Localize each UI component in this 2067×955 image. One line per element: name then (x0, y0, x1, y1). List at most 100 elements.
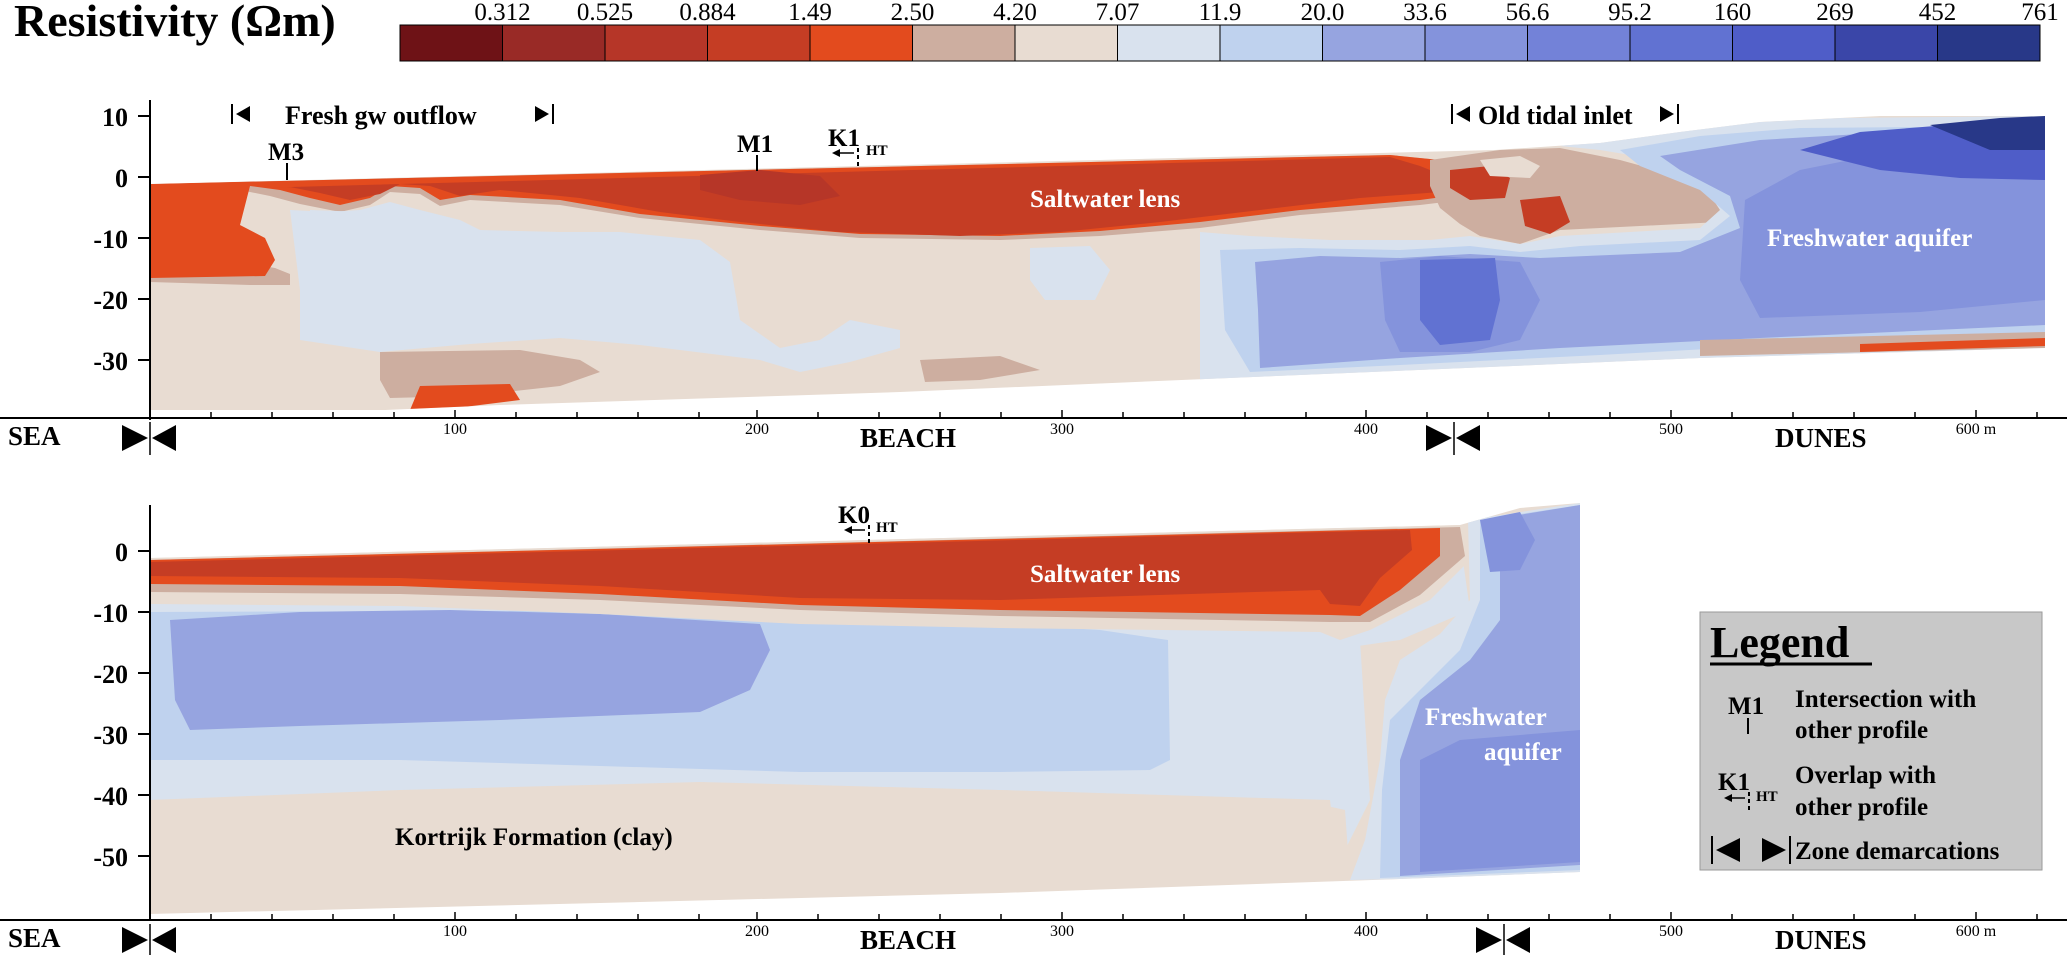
colorbar-swatch (1732, 24, 1836, 62)
bottom-ytick-m40: -40 (93, 782, 128, 811)
colorbar-tick-label: 0.884 (679, 0, 736, 26)
bottom-xtick-300: 300 (1050, 923, 1074, 940)
bottom-zone-beach: BEACH (860, 925, 956, 955)
bottom-xtick-200: 200 (745, 923, 769, 940)
legend-zone-text: Zone demarcations (1795, 838, 2000, 865)
top-xtick-500: 500 (1659, 421, 1683, 438)
colorbar-swatch (1322, 24, 1426, 62)
colorbar-tick-label: 452 (1919, 0, 1957, 26)
bottom-xtick-600: 600 m (1956, 923, 1997, 940)
bottom-profile-section (150, 503, 1580, 914)
colorbar-tick-label: 4.20 (993, 0, 1037, 26)
bottom-zone-demarcation-beach-dunes (1476, 924, 1530, 955)
bottom-zone-sea: SEA (8, 923, 61, 953)
legend-overlap-line2: other profile (1795, 794, 1928, 821)
colorbar-tick-label: 11.9 (1199, 0, 1242, 26)
marker-k1-label: K1 (828, 125, 860, 152)
bottom-saltwater-label: Saltwater lens (1030, 561, 1180, 588)
colorbar-swatch (1937, 24, 2041, 62)
colorbar-tick-label: 33.6 (1403, 0, 1447, 26)
colorbar-tick-label: 20.0 (1301, 0, 1345, 26)
top-annotation-fresh-outflow: Fresh gw outflow (231, 101, 554, 130)
bottom-freshwater-label-2: aquifer (1484, 739, 1562, 766)
colorbar-swatch (1219, 24, 1323, 62)
top-zone-dunes: DUNES (1775, 423, 1867, 453)
colorbar-tick-label: 7.07 (1096, 0, 1140, 26)
top-xtick-300: 300 (1050, 421, 1074, 438)
bottom-ytick-m20: -20 (93, 660, 128, 689)
top-saltwater-label: Saltwater lens (1030, 186, 1180, 213)
marker-k0: K0 HT (838, 502, 898, 545)
top-xtick-200: 200 (745, 421, 769, 438)
top-ytick-m10: -10 (93, 225, 128, 254)
top-zone-beach: BEACH (860, 423, 956, 453)
legend-zone-symbol (1711, 836, 1791, 864)
legend-overlap-symbol: K1 (1718, 769, 1750, 796)
colorbar-swatch (1424, 24, 1528, 62)
marker-k1: K1 HT (828, 125, 888, 168)
top-ytick-10: 10 (102, 103, 128, 132)
marker-m1: M1 (737, 131, 773, 171)
marker-m1-label: M1 (737, 131, 773, 158)
top-annotation-tidal-inlet: Old tidal inlet (1451, 101, 1679, 130)
bottom-y-axis: 0 -10 -20 -30 -40 -50 (93, 505, 151, 920)
top-zone-sea: SEA (8, 421, 61, 451)
legend-intersection-line2: other profile (1795, 717, 1928, 744)
top-xtick-400: 400 (1354, 421, 1378, 438)
colorbar-tick-label: 761 (2021, 0, 2059, 26)
colorbar-swatch (399, 24, 503, 62)
legend-intersection-symbol: M1 (1728, 693, 1764, 720)
legend-overlap-sub: HT (1756, 789, 1778, 805)
top-profile-section (150, 116, 2045, 410)
colorbar-swatch (1834, 24, 1938, 62)
top-xtick-600: 600 m (1956, 421, 1997, 438)
legend-box: Legend M1 Intersection with other profil… (1699, 611, 2043, 871)
colorbar-swatch (1629, 24, 1733, 62)
tidal-inlet-label: Old tidal inlet (1478, 101, 1633, 130)
colorbar-tick-label: 56.6 (1506, 0, 1550, 26)
bottom-zone-demarcation-sea-beach (122, 924, 176, 955)
top-x-axis: 100 200 300 400 500 600 m SEA BEACH DUNE… (0, 410, 2067, 455)
top-ytick-0: 0 (115, 164, 128, 193)
top-xtick-100: 100 (443, 421, 467, 438)
figure-title: Resistivity (Ωm) (14, 0, 336, 46)
legend-title: Legend (1710, 618, 1849, 667)
resistivity-colorbar: 0.312 0.525 0.884 1.49 2.50 4.20 7.07 11.9 20.0 3… (399, 0, 2059, 62)
bottom-ytick-m10: -10 (93, 599, 128, 628)
colorbar-swatch (809, 24, 913, 62)
top-zone-demarcation-beach-dunes (1426, 422, 1480, 455)
colorbar-tick-label: 2.50 (891, 0, 935, 26)
top-ytick-m20: -20 (93, 286, 128, 315)
fresh-outflow-label: Fresh gw outflow (285, 101, 477, 130)
marker-k1-sub: HT (866, 143, 888, 159)
bottom-ytick-m30: -30 (93, 721, 128, 750)
bottom-xtick-400: 400 (1354, 923, 1378, 940)
bottom-freshwater-label-1: Freshwater (1425, 704, 1547, 731)
colorbar-tick-label: 1.49 (788, 0, 832, 26)
colorbar-swatch (1117, 24, 1221, 62)
marker-k0-label: K0 (838, 502, 870, 529)
colorbar-swatch (1014, 24, 1118, 62)
bottom-ytick-0: 0 (115, 538, 128, 567)
top-y-axis: 10 0 -10 -20 -30 (93, 100, 151, 420)
colorbar-swatch (604, 24, 708, 62)
colorbar-tick-label: 0.525 (577, 0, 633, 26)
top-freshwater-label: Freshwater aquifer (1767, 225, 1972, 252)
colorbar-tick-label: 0.312 (474, 0, 530, 26)
top-ytick-m30: -30 (93, 347, 128, 376)
bottom-xtick-100: 100 (443, 923, 467, 940)
bottom-x-axis: 100 200 300 400 500 600 m SEA BEACH DUNE… (0, 912, 2067, 955)
colorbar-swatch (912, 24, 1016, 62)
colorbar-tick-label: 160 (1714, 0, 1752, 26)
bottom-xtick-500: 500 (1659, 923, 1683, 940)
colorbar-swatch (502, 24, 606, 62)
marker-k0-sub: HT (876, 520, 898, 536)
legend-intersection-line1: Intersection with (1795, 686, 1976, 713)
colorbar-tick-label: 269 (1816, 0, 1854, 26)
colorbar-tick-label: 95.2 (1608, 0, 1652, 26)
bottom-zone-dunes: DUNES (1775, 925, 1867, 955)
bottom-ytick-m50: -50 (93, 843, 128, 872)
top-zone-demarcation-sea-beach (122, 422, 176, 455)
marker-m3: M3 (268, 139, 304, 180)
